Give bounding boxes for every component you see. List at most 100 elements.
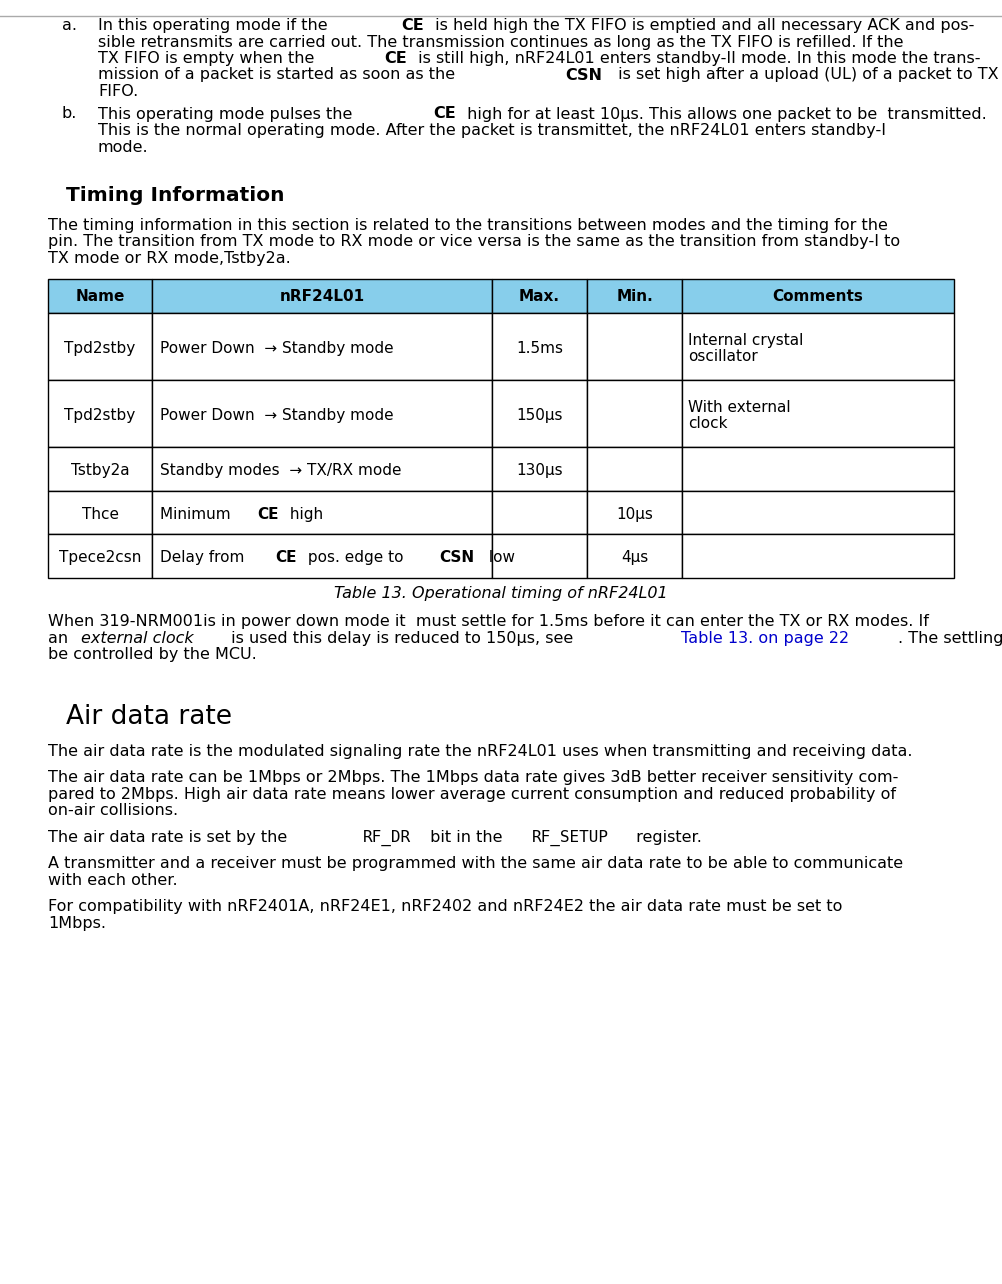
Text: 1.5ms: 1.5ms — [516, 342, 563, 356]
Text: The timing information in this section is related to the transitions between mod: The timing information in this section i… — [48, 218, 893, 232]
Text: is used this delay is reduced to 150µs, see: is used this delay is reduced to 150µs, … — [225, 630, 578, 646]
Text: on-air collisions.: on-air collisions. — [48, 804, 178, 818]
Text: With external: With external — [688, 401, 791, 415]
Bar — [492, 447, 587, 490]
Text: In this operating mode if the: In this operating mode if the — [98, 18, 333, 33]
Bar — [587, 380, 682, 447]
Bar — [682, 490, 954, 534]
Text: is set high after a upload (UL) of a packet to TX: is set high after a upload (UL) of a pac… — [613, 68, 999, 82]
Text: Tpd2stby: Tpd2stby — [64, 342, 135, 356]
Text: 150µs: 150µs — [516, 408, 563, 422]
Text: Power Down  → Standby mode: Power Down → Standby mode — [160, 342, 394, 356]
Text: 130µs: 130µs — [516, 464, 563, 478]
Text: oscillator: oscillator — [688, 349, 758, 363]
Bar — [48, 534, 152, 578]
Text: Min.: Min. — [616, 289, 653, 304]
Text: RF_SETUP: RF_SETUP — [532, 829, 609, 846]
Bar — [152, 534, 492, 578]
Bar — [152, 380, 492, 447]
Text: low: low — [484, 551, 515, 565]
Text: Air data rate: Air data rate — [66, 704, 232, 729]
Text: Table 13. Operational timing of nRF24L01: Table 13. Operational timing of nRF24L01 — [335, 586, 667, 601]
Text: This is the normal operating mode. After the packet is transmittet, the nRF24L01: This is the normal operating mode. After… — [98, 123, 886, 137]
Bar — [682, 447, 954, 490]
Bar — [48, 490, 152, 534]
Text: an: an — [48, 630, 73, 646]
Text: FIFO.: FIFO. — [98, 83, 138, 99]
Text: Standby modes  → TX/RX mode: Standby modes → TX/RX mode — [160, 464, 402, 478]
Text: The air data rate can be 1Mbps or 2Mbps. The 1Mbps data rate gives 3dB better re: The air data rate can be 1Mbps or 2Mbps.… — [48, 770, 899, 786]
Bar — [48, 313, 152, 380]
Text: high for at least 10µs. This allows one packet to be  transmitted.: high for at least 10µs. This allows one … — [462, 107, 987, 122]
Text: pos. edge to: pos. edge to — [303, 551, 409, 565]
Text: Delay from: Delay from — [160, 551, 249, 565]
Text: nRF24L01: nRF24L01 — [280, 289, 365, 304]
Bar — [587, 490, 682, 534]
Text: 4µs: 4µs — [621, 551, 648, 565]
Text: Internal crystal: Internal crystal — [688, 334, 804, 348]
Text: CE: CE — [276, 551, 297, 565]
Bar — [152, 490, 492, 534]
Text: A transmitter and a receiver must be programmed with the same air data rate to b: A transmitter and a receiver must be pro… — [48, 856, 903, 872]
Text: clock: clock — [688, 416, 727, 430]
Text: Comments: Comments — [773, 289, 864, 304]
Bar — [152, 280, 492, 313]
Bar — [48, 280, 152, 313]
Text: pin. The transition from TX mode to RX mode or vice versa is the same as the tra: pin. The transition from TX mode to RX m… — [48, 235, 900, 249]
Text: a.: a. — [62, 18, 77, 33]
Text: For compatibility with nRF2401A, nRF24E1, nRF2402 and nRF24E2 the air data rate : For compatibility with nRF2401A, nRF24E1… — [48, 899, 843, 914]
Text: bit in the: bit in the — [426, 829, 508, 845]
Text: The air data rate is set by the: The air data rate is set by the — [48, 829, 293, 845]
Text: Power Down  → Standby mode: Power Down → Standby mode — [160, 408, 394, 422]
Text: CE: CE — [401, 18, 424, 33]
Bar — [492, 380, 587, 447]
Text: Minimum: Minimum — [160, 507, 235, 521]
Bar — [682, 534, 954, 578]
Text: This operating mode pulses the: This operating mode pulses the — [98, 107, 358, 122]
Text: . The settling time must: . The settling time must — [898, 630, 1002, 646]
Text: CSN: CSN — [565, 68, 602, 82]
Bar — [587, 313, 682, 380]
Text: b.: b. — [62, 107, 77, 122]
Bar — [48, 447, 152, 490]
Text: The air data rate is the modulated signaling rate the nRF24L01 uses when transmi: The air data rate is the modulated signa… — [48, 743, 913, 759]
Text: Tpece2csn: Tpece2csn — [59, 551, 141, 565]
Bar — [682, 280, 954, 313]
Text: Tstby2a: Tstby2a — [71, 464, 129, 478]
Text: be controlled by the MCU.: be controlled by the MCU. — [48, 647, 257, 663]
Text: Max.: Max. — [519, 289, 560, 304]
Text: TX mode or RX mode,Tstby2a.: TX mode or RX mode,Tstby2a. — [48, 250, 291, 266]
Text: RF_DR: RF_DR — [364, 829, 412, 846]
Text: CE: CE — [433, 107, 456, 122]
Bar — [587, 280, 682, 313]
Bar — [492, 490, 587, 534]
Bar — [492, 534, 587, 578]
Bar — [587, 534, 682, 578]
Text: register.: register. — [631, 829, 702, 845]
Text: is still high, nRF24L01 enters standby-II mode. In this mode the trans-: is still high, nRF24L01 enters standby-I… — [413, 51, 981, 65]
Bar — [682, 380, 954, 447]
Text: pared to 2Mbps. High air data rate means lower average current consumption and r: pared to 2Mbps. High air data rate means… — [48, 787, 896, 801]
Text: CE: CE — [258, 507, 280, 521]
Bar — [587, 447, 682, 490]
Bar — [152, 313, 492, 380]
Bar — [682, 313, 954, 380]
Text: CE: CE — [384, 51, 407, 65]
Bar — [492, 313, 587, 380]
Text: 10µs: 10µs — [616, 507, 653, 521]
Text: TX FIFO is empty when the: TX FIFO is empty when the — [98, 51, 320, 65]
Bar — [152, 447, 492, 490]
Text: CSN: CSN — [439, 551, 474, 565]
Text: external clock: external clock — [80, 630, 193, 646]
Text: Tpd2stby: Tpd2stby — [64, 408, 135, 422]
Text: Thce: Thce — [81, 507, 118, 521]
Text: Name: Name — [75, 289, 125, 304]
Bar — [492, 280, 587, 313]
Bar — [48, 380, 152, 447]
Text: mode.: mode. — [98, 140, 148, 154]
Text: is held high the TX FIFO is emptied and all necessary ACK and pos-: is held high the TX FIFO is emptied and … — [430, 18, 975, 33]
Text: 1Mbps.: 1Mbps. — [48, 915, 106, 931]
Text: with each other.: with each other. — [48, 873, 177, 887]
Text: sible retransmits are carried out. The transmission continues as long as the TX : sible retransmits are carried out. The t… — [98, 35, 904, 50]
Text: Table 13. on page 22: Table 13. on page 22 — [680, 630, 849, 646]
